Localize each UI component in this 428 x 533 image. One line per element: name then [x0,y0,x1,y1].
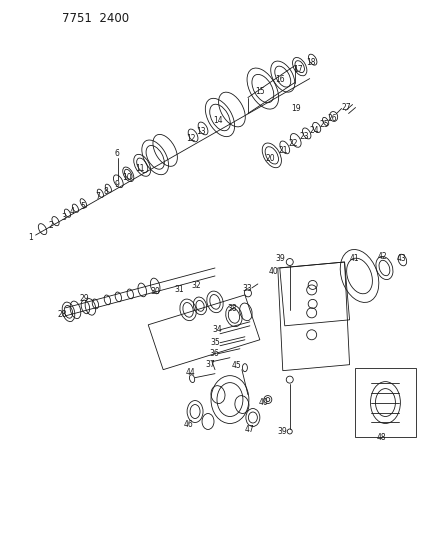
Text: 46: 46 [183,420,193,429]
Text: 21: 21 [278,146,288,155]
Text: 19: 19 [291,104,300,113]
Text: 25: 25 [320,120,330,129]
Text: 22: 22 [289,139,298,148]
Text: 24: 24 [310,126,319,135]
Text: 33: 33 [242,285,252,294]
Text: 45: 45 [232,361,242,370]
Text: 5: 5 [80,201,85,211]
Text: 15: 15 [255,87,265,96]
Text: 3: 3 [61,213,66,222]
Text: 47: 47 [245,425,255,434]
Text: 7751  2400: 7751 2400 [62,12,129,25]
Text: 27: 27 [342,103,351,112]
Text: 40: 40 [259,398,269,407]
Text: 26: 26 [328,114,337,123]
Text: 11: 11 [136,164,145,173]
Text: 30: 30 [150,287,160,296]
Text: 36: 36 [209,349,219,358]
Text: 6: 6 [115,149,120,158]
Text: 10: 10 [122,173,132,182]
Text: 28: 28 [58,310,67,319]
Text: 35: 35 [210,338,220,348]
Text: 16: 16 [275,75,285,84]
Text: 1: 1 [28,232,33,241]
Text: 4: 4 [70,207,75,216]
Text: 37: 37 [205,360,215,369]
Text: 20: 20 [265,154,275,163]
Text: 42: 42 [377,252,387,261]
Text: 23: 23 [300,132,309,141]
Text: 31: 31 [174,286,184,294]
Text: 29: 29 [80,294,89,303]
Text: 8: 8 [104,187,109,196]
Text: 9: 9 [115,180,120,189]
Text: 34: 34 [212,325,222,334]
Text: 39: 39 [278,427,288,436]
Text: 44: 44 [185,368,195,377]
Text: 39: 39 [275,254,285,263]
Text: 32: 32 [191,281,201,290]
Bar [354,368,416,438]
Text: 38: 38 [227,304,237,313]
Text: 7: 7 [95,192,100,201]
Text: 17: 17 [293,65,303,74]
Text: 40: 40 [269,268,279,277]
Text: 13: 13 [196,127,206,136]
Text: 43: 43 [396,254,406,263]
Text: 14: 14 [213,116,223,125]
Text: 18: 18 [306,58,315,67]
Text: 48: 48 [377,433,386,442]
Text: 2: 2 [48,221,53,230]
Text: 41: 41 [350,254,360,263]
Text: 12: 12 [186,134,196,143]
